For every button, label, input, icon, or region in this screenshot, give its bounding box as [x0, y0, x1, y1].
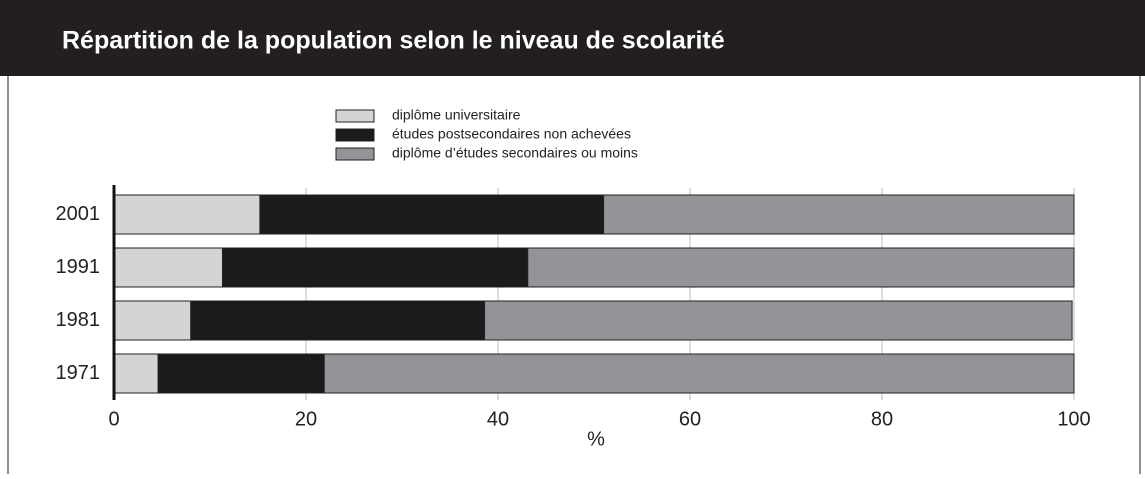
bar-segment: [259, 194, 605, 235]
x-tick-label: 20: [295, 408, 317, 430]
x-tick-label: 40: [487, 408, 509, 430]
legend-label: diplôme universitaire: [392, 107, 521, 123]
legend-label: diplôme d’études secondaires ou moins: [392, 145, 638, 161]
bar-segment: [157, 353, 325, 394]
legend-swatch: [335, 109, 375, 123]
bar-segment: [603, 194, 1075, 235]
y-tick-label: 2001: [56, 203, 101, 225]
y-tick-label: 1971: [56, 362, 101, 384]
legend-label: études postsecondaires non achevées: [392, 126, 631, 142]
x-tick-label: 80: [871, 408, 893, 430]
y-tick-label: 1991: [56, 256, 101, 278]
bar-segment: [190, 300, 486, 341]
bar-segment: [323, 353, 1075, 394]
bar-segment: [527, 247, 1075, 288]
chart-title: Répartition de la population selon le ni…: [62, 27, 725, 55]
header-band: [0, 0, 1145, 76]
x-tick-label: 100: [1057, 408, 1090, 430]
legend-swatch: [335, 128, 375, 142]
bar-segment: [113, 247, 223, 288]
bar-segment: [113, 194, 261, 235]
x-tick-label: 0: [108, 408, 119, 430]
legend-swatch: [335, 147, 375, 161]
x-axis-label: %: [587, 428, 605, 450]
x-tick-label: 60: [679, 408, 701, 430]
y-tick-label: 1981: [56, 309, 101, 331]
bar-segment: [113, 300, 192, 341]
bar-segment: [484, 300, 1073, 341]
bar-segment: [113, 353, 159, 394]
bar-segment: [221, 247, 529, 288]
